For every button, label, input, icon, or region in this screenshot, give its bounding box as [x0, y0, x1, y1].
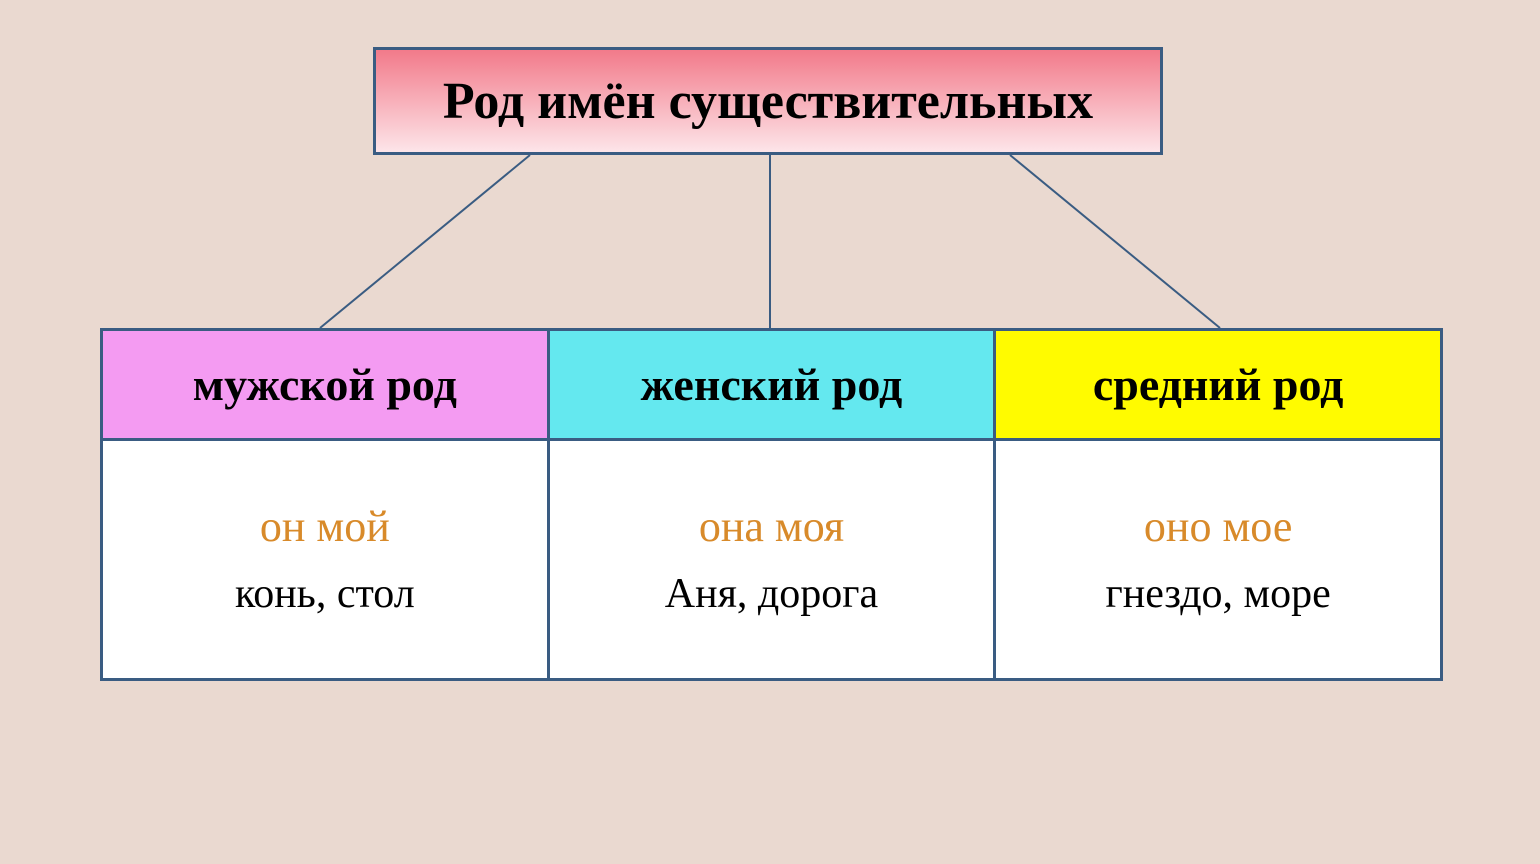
examples-neuter: гнездо, море	[996, 570, 1440, 618]
cell-masculine: он мой конь, стол	[102, 440, 549, 680]
examples-masculine: конь, стол	[103, 570, 547, 618]
cell-feminine: она моя Аня, дорога	[548, 440, 995, 680]
header-feminine: женский род	[548, 330, 995, 440]
pronoun-masculine: он мой	[103, 501, 547, 552]
header-masculine: мужской род	[102, 330, 549, 440]
header-row: мужской род женский род средний род	[102, 330, 1442, 440]
pronoun-feminine: она моя	[550, 501, 994, 552]
header-neuter: средний род	[995, 330, 1442, 440]
title-text: Род имён существительных	[443, 72, 1093, 131]
title-box: Род имён существительных	[373, 47, 1163, 155]
cell-neuter: оно мое гнездо, море	[995, 440, 1442, 680]
examples-feminine: Аня, дорога	[550, 570, 994, 618]
body-row: он мой конь, стол она моя Аня, дорога он…	[102, 440, 1442, 680]
pronoun-neuter: оно мое	[996, 501, 1440, 552]
gender-table-wrap: мужской род женский род средний род он м…	[100, 328, 1443, 681]
gender-table: мужской род женский род средний род он м…	[100, 328, 1443, 681]
